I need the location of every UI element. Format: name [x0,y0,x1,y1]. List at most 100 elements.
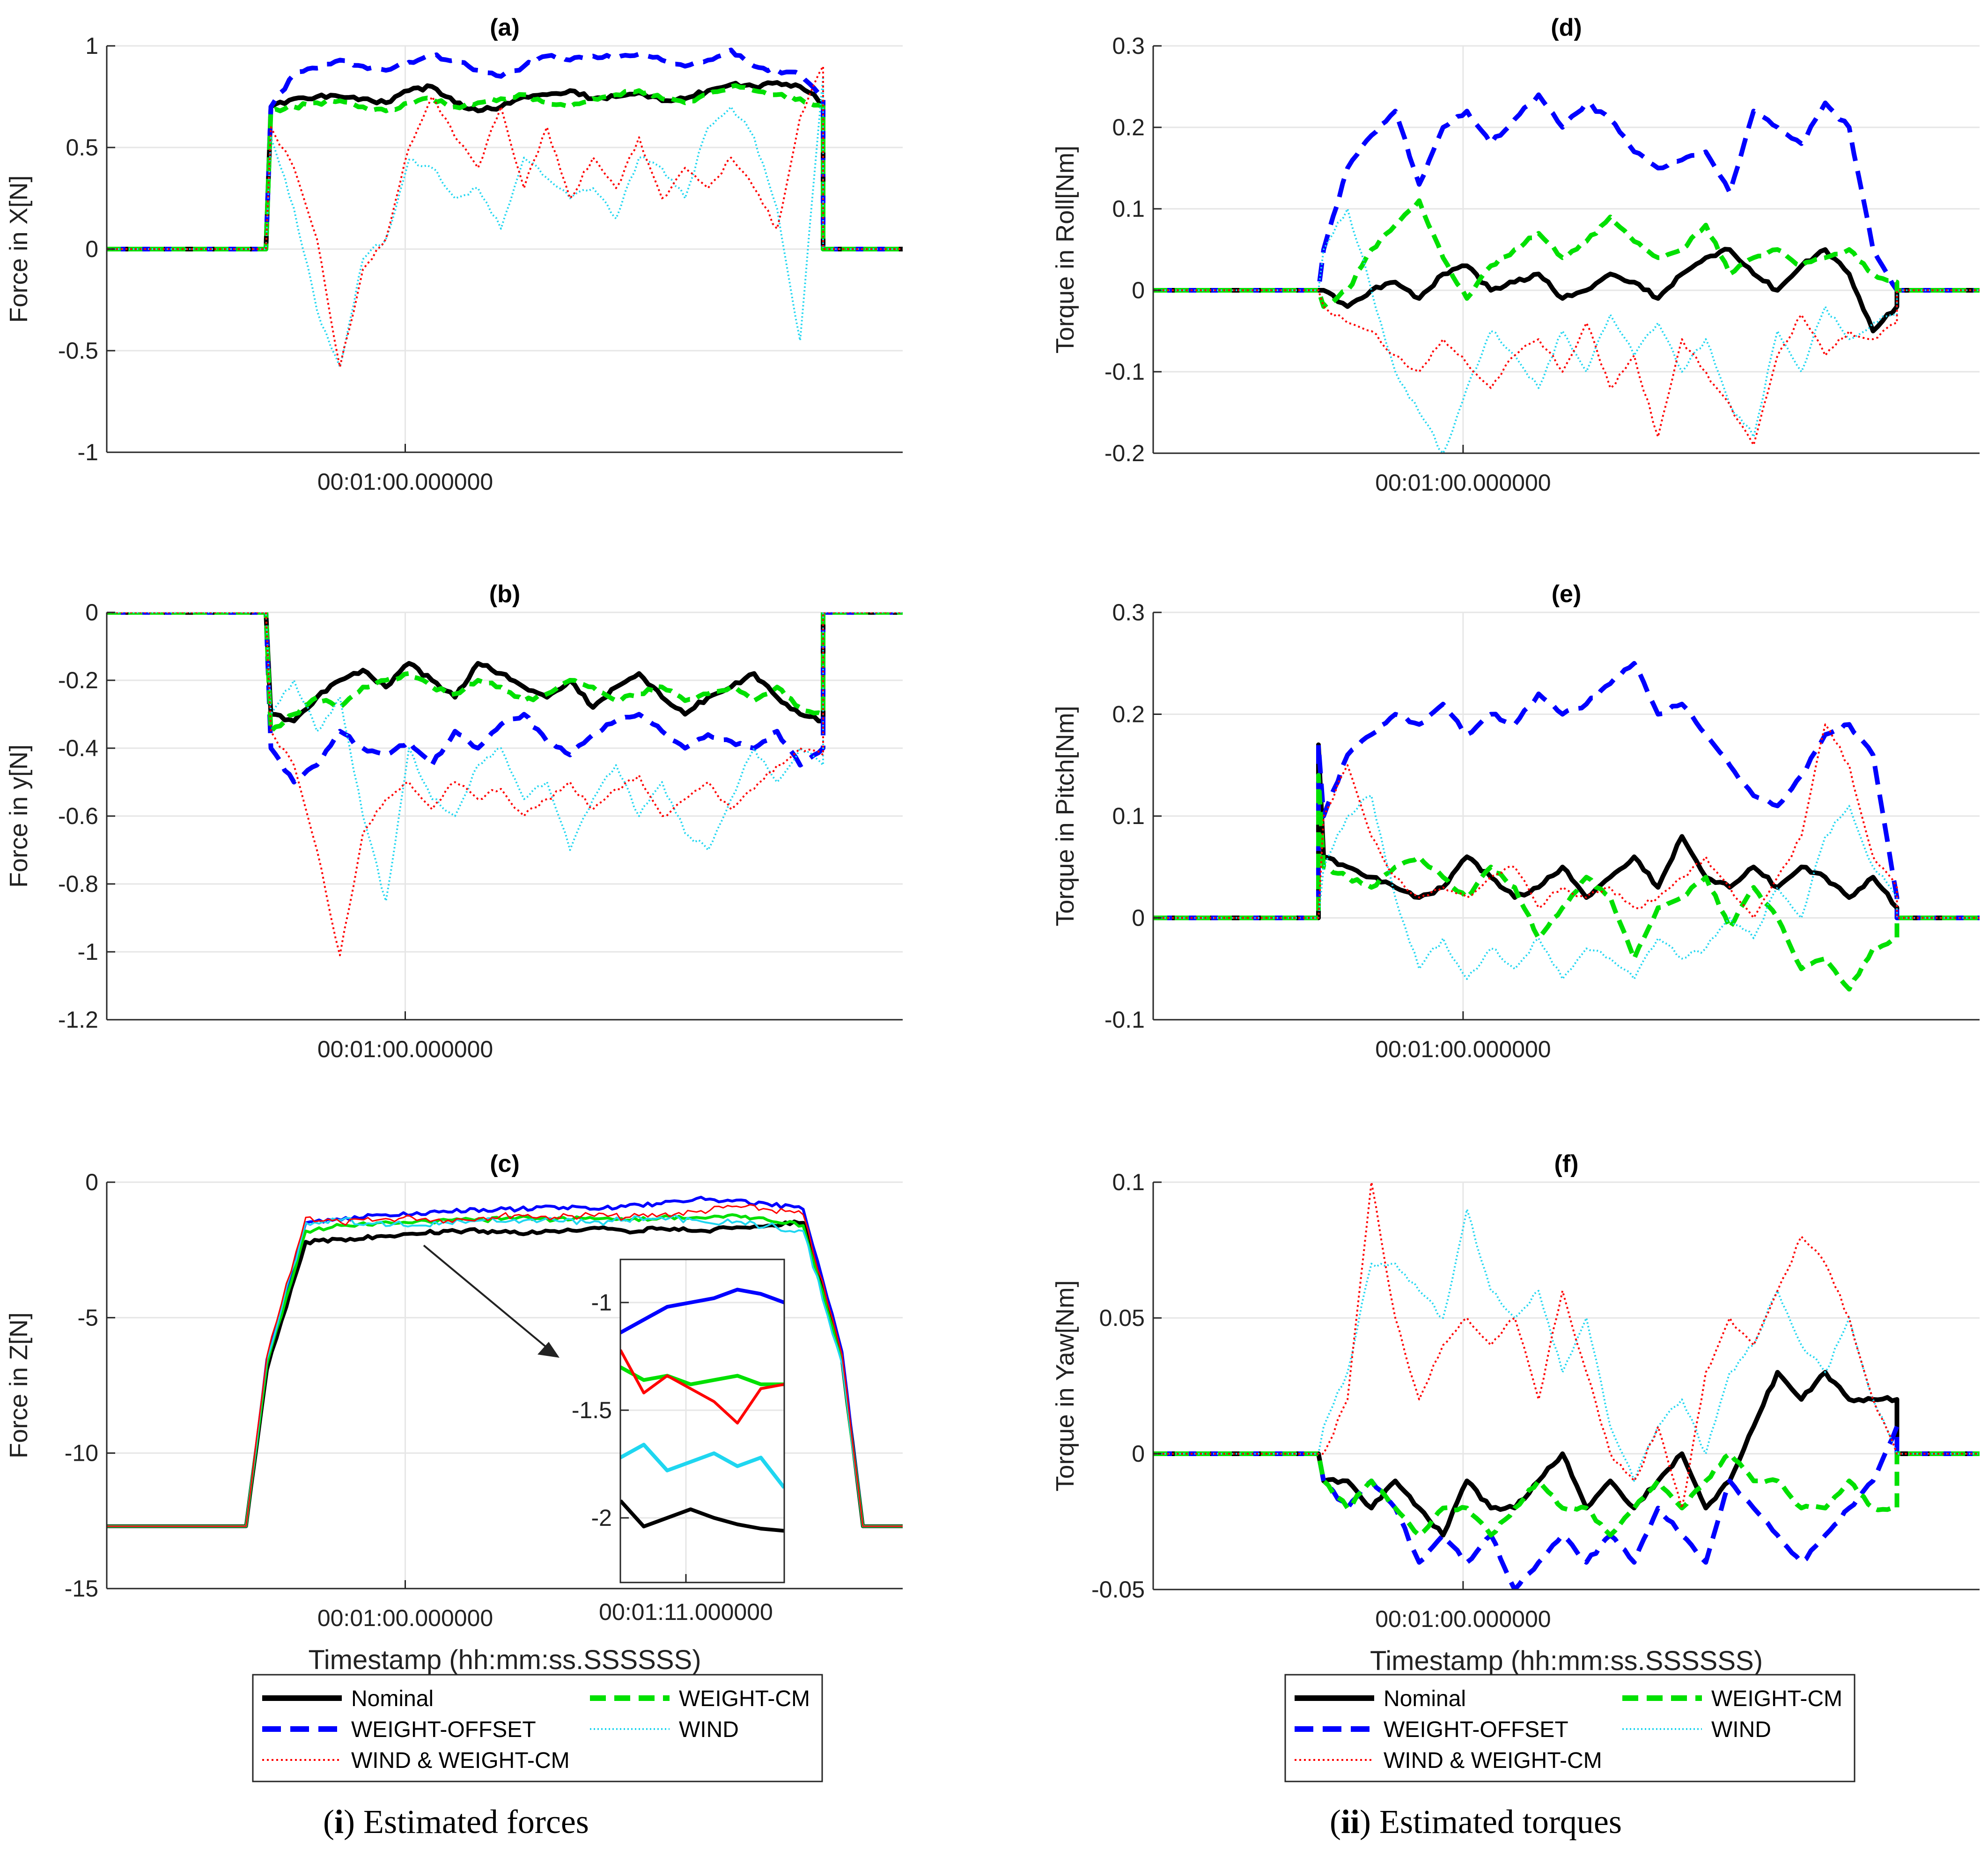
series-weight_cm [1153,1451,1980,1538]
y-tick-label: -1 [591,1289,612,1316]
chart-e: -0.1 0 0.1 0.2 0.3 00:01:00.000000 (e) Torque i… [1051,581,1980,1062]
y-tick-label: -0.6 [58,803,98,829]
legend-label-nominal: Nominal [351,1686,434,1711]
legend-label-weight_cm: WEIGHT-CM [679,1686,810,1711]
legend-label-wind_weight_cm: WIND & WEIGHT-CM [1384,1748,1602,1773]
series-nominal [1153,1370,1980,1538]
series-weight_offset [1153,661,1980,920]
y-tick-label: 0.2 [1112,114,1145,140]
plot-area [1153,1182,1980,1590]
y-tick-label: -15 [65,1575,98,1602]
chart-d: -0.2 -0.1 0 0.1 0.2 0.3 00:01:00.000000 (d) Torq… [1051,14,1980,496]
legend-2: Nominal WEIGHT-CM WEIGHT-OFFSET WIND WIND & … [1284,1674,1855,1782]
series-weight_offset [1153,92,1980,293]
caption-forces: (i) Estimated forces [323,1803,589,1840]
series-group [1153,661,1980,992]
series-nominal [107,1219,903,1528]
y-tick-label: 0.1 [1112,196,1145,222]
series-wind_weight_cm [1153,1182,1980,1509]
series-group [1153,1182,1980,1590]
series-weight_cm [107,83,903,251]
series-group [107,47,903,368]
y-tick-label: 1 [85,33,98,59]
y-tick-label: -1.5 [572,1397,612,1423]
series-wind [107,1214,903,1527]
chart-a: -1 -0.5 0 0.5 1 00:01:00.000000 (a) Force in X[… [5,14,903,495]
series-weight_cm [1153,773,1980,992]
series-weight_offset [107,612,903,785]
legend-label-weight_cm: WEIGHT-CM [1711,1686,1842,1711]
y-tick-label: 0.1 [1112,1169,1145,1195]
legend-label-wind_weight_cm: WIND & WEIGHT-CM [351,1748,570,1773]
y-tick-label: -0.5 [58,338,98,364]
chart-b: -1.2 -1 -0.8 -0.6 -0.4 -0.2 0 00:01:00.000000 (b… [5,581,903,1062]
chart-title: (c) [490,1150,520,1178]
series-group [107,1196,903,1528]
x-tick-label: 00:01:00.000000 [317,1036,493,1062]
series-wind_weight_cm [107,1204,903,1527]
legend-label-nominal: Nominal [1384,1686,1466,1711]
zoom-arrow-head [537,1342,560,1358]
y-tick-label: -1 [78,439,98,465]
chart-title: (e) [1552,581,1582,608]
y-axis-label: Torque in Pitch[Nm] [1051,706,1079,926]
y-tick-label: 0.5 [66,134,98,161]
chart-title: (b) [489,581,520,608]
series-wind [1153,795,1980,980]
y-axis-label: Force in Z[N] [5,1312,33,1458]
series-group [620,1288,784,1533]
series-wind_weight_cm [107,65,903,368]
x-tick-label: 00:01:11.000000 [599,1599,773,1625]
legend-box [252,1674,823,1782]
x-tick-label: 00:01:00.000000 [1375,470,1551,496]
x-tick-label: 00:01:00.000000 [1375,1036,1551,1062]
y-tick-label: -0.2 [58,667,98,693]
chart-title: (d) [1551,14,1582,41]
y-tick-label: -1 [78,939,98,965]
y-tick-label: 0.1 [1112,803,1145,829]
plot-area [620,1259,784,1582]
chart-inset: -2 -1.5 -1 00:01:11.000000 [572,1259,785,1625]
chart-f: -0.05 0 0.05 0.1 00:01:00.000000 (f) Torque in… [1051,1150,1980,1676]
y-tick-label: 0.05 [1099,1305,1145,1331]
series-weight_offset [620,1288,784,1334]
y-tick-label: 0 [1132,905,1145,931]
y-tick-label: 0.2 [1112,701,1145,728]
y-tick-label: 0 [85,1169,98,1195]
x-tick-label: 00:01:00.000000 [317,1605,493,1631]
legend-label-wind: WIND [1711,1717,1771,1742]
legend-1: Nominal WEIGHT-CM WEIGHT-OFFSET WIND WIND & … [252,1674,823,1782]
y-tick-label: -0.05 [1091,1576,1145,1603]
y-axis-label: Force in y[N] [5,744,33,888]
legend-label-weight_offset: WEIGHT-OFFSET [1384,1717,1568,1742]
y-tick-label: -10 [65,1440,98,1466]
y-tick-label: -0.1 [1104,359,1145,385]
series-wind_weight_cm [1153,289,1980,446]
series-weight_cm [620,1365,784,1386]
series-group [107,612,903,957]
y-tick-label: -2 [591,1505,612,1531]
series-wind [107,612,903,902]
y-tick-label: 0 [1132,1441,1145,1467]
plot-area [1153,46,1980,453]
series-group [1153,92,1980,453]
zoom-arrow-line [423,1244,549,1349]
series-nominal [1153,742,1980,920]
y-tick-label: -0.8 [58,871,98,897]
series-weight_offset [107,47,903,251]
inset-frame [619,1259,785,1583]
series-nominal [620,1499,784,1533]
x-tick-label: 00:01:00.000000 [317,469,493,495]
series-wind_weight_cm [620,1349,784,1425]
series-nominal [107,612,903,723]
zoom-arrow [423,1244,560,1358]
y-tick-label: -0.4 [58,735,98,761]
legend-label-weight_offset: WEIGHT-OFFSET [351,1717,536,1742]
legend-box [1284,1674,1855,1782]
y-tick-label: 0 [85,599,98,626]
series-wind [1153,208,1980,453]
caption-torques: (ii) Estimated torques [1330,1803,1622,1840]
y-tick-label: -0.1 [1104,1007,1145,1033]
legend-label-wind: WIND [679,1717,739,1742]
